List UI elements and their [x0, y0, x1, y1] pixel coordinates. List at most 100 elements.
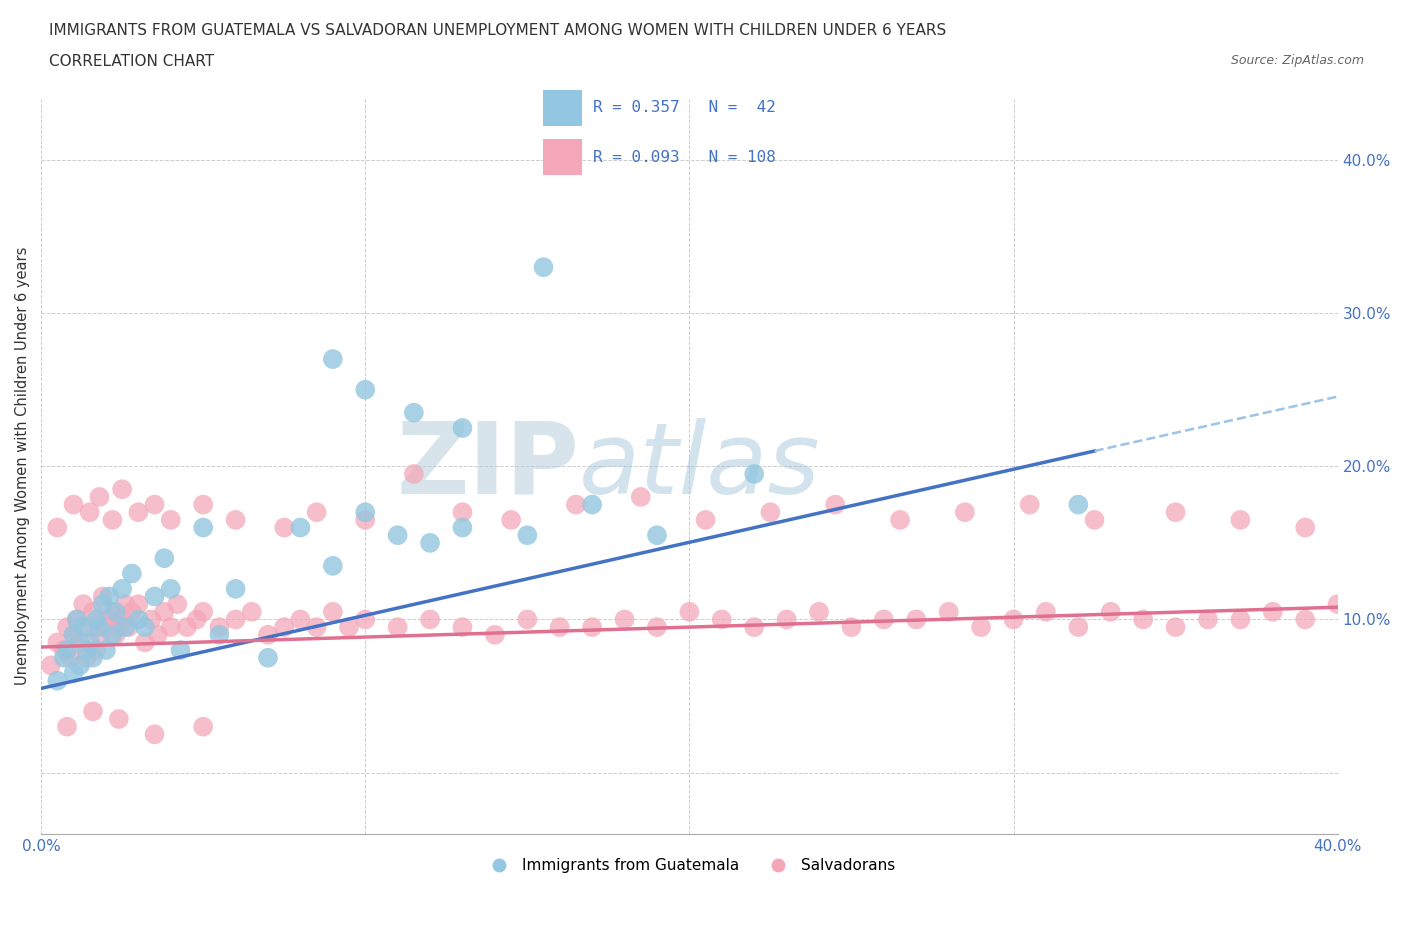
Point — [101, 604, 124, 619]
Point — [402, 405, 425, 420]
Point — [501, 512, 523, 527]
Point — [62, 628, 84, 643]
Point — [630, 489, 652, 504]
Point — [225, 612, 247, 627]
Point — [354, 512, 377, 527]
Point — [938, 604, 960, 619]
Point — [56, 719, 79, 734]
Point — [305, 505, 328, 520]
Point — [143, 498, 166, 512]
Point — [127, 612, 149, 627]
Point — [134, 635, 156, 650]
Point — [72, 619, 94, 634]
Point — [645, 619, 668, 634]
Point — [52, 643, 75, 658]
Text: CORRELATION CHART: CORRELATION CHART — [49, 54, 214, 69]
Point — [225, 512, 247, 527]
Point — [46, 673, 69, 688]
Point — [419, 536, 441, 551]
Point — [565, 498, 588, 512]
Point — [39, 658, 62, 672]
Point — [82, 650, 104, 665]
Point — [159, 512, 181, 527]
Point — [953, 505, 976, 520]
Point — [808, 604, 831, 619]
Bar — [543, 89, 582, 126]
Point — [273, 520, 295, 535]
Point — [101, 628, 124, 643]
Point — [121, 604, 143, 619]
Legend: Immigrants from Guatemala, Salvadorans: Immigrants from Guatemala, Salvadorans — [478, 852, 901, 879]
Point — [114, 597, 136, 612]
Point — [79, 619, 101, 634]
Point — [62, 498, 84, 512]
Point — [143, 589, 166, 604]
Point — [89, 628, 111, 643]
Point — [678, 604, 700, 619]
Point — [970, 619, 993, 634]
Point — [127, 505, 149, 520]
Point — [153, 551, 176, 565]
Point — [159, 581, 181, 596]
Point — [305, 619, 328, 634]
Point — [66, 612, 89, 627]
Point — [91, 597, 114, 612]
Point — [176, 619, 198, 634]
Point — [257, 650, 280, 665]
Point — [108, 619, 131, 634]
Point — [1067, 619, 1090, 634]
Point — [451, 505, 474, 520]
Point — [451, 520, 474, 535]
Point — [193, 520, 215, 535]
Point — [108, 711, 131, 726]
Point — [581, 619, 603, 634]
Point — [1018, 498, 1040, 512]
Point — [354, 382, 377, 397]
Point — [94, 643, 117, 658]
Point — [84, 612, 107, 627]
Point — [72, 597, 94, 612]
Point — [516, 527, 538, 542]
Point — [1326, 597, 1348, 612]
Point — [354, 505, 377, 520]
Point — [1083, 512, 1105, 527]
Point — [193, 604, 215, 619]
Point — [84, 643, 107, 658]
Point — [824, 498, 846, 512]
Point — [52, 650, 75, 665]
Point — [1099, 604, 1122, 619]
Point — [208, 619, 231, 634]
Point — [273, 619, 295, 634]
Point — [337, 619, 360, 634]
Point — [76, 650, 98, 665]
Point — [484, 628, 506, 643]
Point — [89, 489, 111, 504]
Text: atlas: atlas — [579, 418, 821, 515]
Point — [581, 498, 603, 512]
Point — [104, 628, 127, 643]
Point — [56, 619, 79, 634]
Point — [169, 643, 191, 658]
Point — [451, 619, 474, 634]
Point — [1197, 612, 1219, 627]
Point — [59, 650, 82, 665]
Point — [775, 612, 797, 627]
Text: R = 0.357   N =  42: R = 0.357 N = 42 — [593, 100, 776, 115]
Point — [1002, 612, 1025, 627]
Point — [742, 467, 765, 482]
Point — [240, 604, 263, 619]
Point — [387, 527, 409, 542]
Point — [1294, 612, 1316, 627]
Point — [354, 612, 377, 627]
Point — [94, 619, 117, 634]
Point — [613, 612, 636, 627]
Point — [117, 619, 139, 634]
Point — [166, 597, 188, 612]
Point — [257, 628, 280, 643]
Point — [111, 482, 134, 497]
Point — [419, 612, 441, 627]
Point — [56, 643, 79, 658]
Text: Source: ZipAtlas.com: Source: ZipAtlas.com — [1230, 54, 1364, 67]
Point — [905, 612, 928, 627]
Point — [111, 612, 134, 627]
